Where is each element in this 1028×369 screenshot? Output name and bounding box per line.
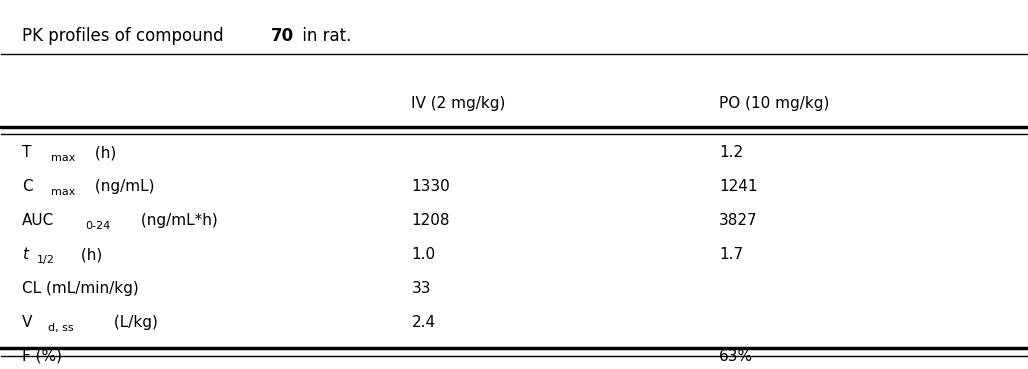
Text: (ng/mL): (ng/mL) bbox=[89, 179, 154, 194]
Text: d, ss: d, ss bbox=[47, 323, 73, 333]
Text: 1241: 1241 bbox=[719, 179, 758, 194]
Text: IV (2 mg/kg): IV (2 mg/kg) bbox=[411, 96, 506, 111]
Text: T: T bbox=[22, 145, 31, 161]
Text: (L/kg): (L/kg) bbox=[109, 315, 158, 330]
Text: max: max bbox=[50, 154, 75, 163]
Text: 33: 33 bbox=[411, 281, 431, 296]
Text: F (%): F (%) bbox=[22, 349, 62, 364]
Text: C: C bbox=[22, 179, 33, 194]
Text: 1.2: 1.2 bbox=[719, 145, 743, 161]
Text: max: max bbox=[50, 187, 75, 197]
Text: in rat.: in rat. bbox=[297, 27, 351, 45]
Text: CL (mL/min/kg): CL (mL/min/kg) bbox=[22, 281, 139, 296]
Text: 3827: 3827 bbox=[719, 213, 758, 228]
Text: AUC: AUC bbox=[22, 213, 54, 228]
Text: 1208: 1208 bbox=[411, 213, 450, 228]
Text: V: V bbox=[22, 315, 32, 330]
Text: t: t bbox=[22, 247, 28, 262]
Text: 1.7: 1.7 bbox=[719, 247, 743, 262]
Text: 70: 70 bbox=[271, 27, 294, 45]
Text: (ng/mL*h): (ng/mL*h) bbox=[136, 213, 218, 228]
Text: 1330: 1330 bbox=[411, 179, 450, 194]
Text: (h): (h) bbox=[89, 145, 116, 161]
Text: 63%: 63% bbox=[719, 349, 754, 364]
Text: 1/2: 1/2 bbox=[37, 255, 56, 265]
Text: 0-24: 0-24 bbox=[85, 221, 111, 231]
Text: 1.0: 1.0 bbox=[411, 247, 436, 262]
Text: 2.4: 2.4 bbox=[411, 315, 436, 330]
Text: PO (10 mg/kg): PO (10 mg/kg) bbox=[719, 96, 830, 111]
Text: PK profiles of compound: PK profiles of compound bbox=[22, 27, 229, 45]
Text: (h): (h) bbox=[76, 247, 103, 262]
